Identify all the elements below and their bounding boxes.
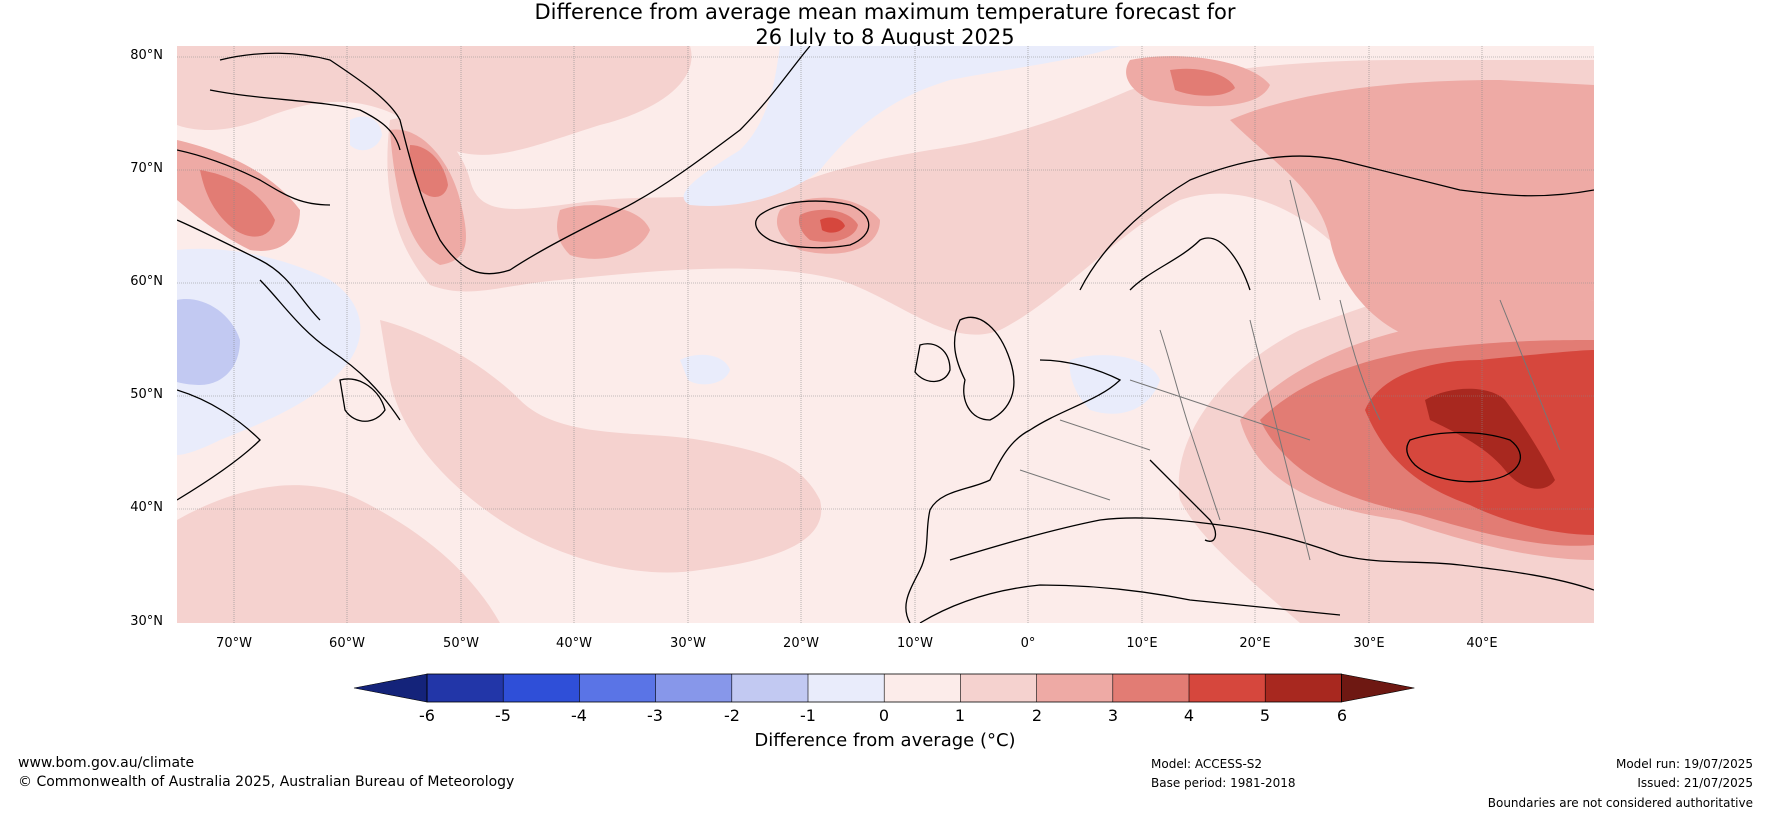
lat-label-70n: 70°N [130, 161, 163, 176]
coastline-western-europe [905, 359, 1122, 623]
anomaly-zone-2-3-greenland-southwest [557, 205, 650, 259]
colorbar-segment [427, 674, 504, 702]
colorbar-segment [1265, 674, 1342, 702]
colorbar-tick-6: 6 [1336, 706, 1348, 725]
colorbar-tick-1: 1 [954, 706, 966, 725]
colorbar-segment [655, 674, 733, 702]
colorbar-segment [1189, 674, 1266, 702]
coastline-italy [1149, 459, 1217, 542]
colorbar-tick-neg1: -1 [800, 706, 816, 725]
footer-model-run: Model run: 19/07/2025 [1615, 757, 1753, 771]
colorbar-tick-4: 4 [1183, 706, 1195, 725]
footer-model: Model: ACCESS-S2 [1151, 757, 1263, 771]
lon-label-60w: 60°W [329, 636, 365, 651]
coastlines [177, 46, 1594, 623]
map-title: Difference from average mean maximum tem… [0, 0, 1770, 50]
anomaly-zone-0-neg1-mid-atlantic [680, 354, 730, 385]
title-line-1: Difference from average mean maximum tem… [534, 0, 1236, 24]
anomaly-zone-2-3-greenland-east-coast [390, 129, 466, 265]
lon-label-20w: 20°W [783, 636, 819, 651]
coastline-labrador [177, 279, 401, 501]
lon-label-70w: 70°W [216, 636, 252, 651]
coastline-newfoundland [339, 378, 386, 422]
colorbar-tick-neg6: -6 [419, 706, 435, 725]
colorbar-segment [503, 674, 580, 702]
lon-label-30e: 30°E [1353, 636, 1385, 651]
lat-label-50n: 50°N [130, 387, 163, 402]
colorbar-label: Difference from average (°C) [754, 730, 1016, 751]
colorbar-tick-neg4: -4 [571, 706, 587, 725]
anomaly-zone-0-neg1-greenland-sea [683, 46, 1120, 206]
footer-disclaimer: Boundaries are not considered authoritat… [1487, 796, 1753, 810]
colorbar-segment [960, 674, 1038, 702]
coastline-black-sea [1406, 431, 1522, 483]
lon-label-50w: 50°W [443, 636, 479, 651]
anomaly-zone-1-2-atlantic [380, 320, 822, 573]
anomaly-zone-2-3-northeast [1230, 80, 1594, 340]
colorbar-segment [1112, 674, 1190, 702]
coastline-greenland-north [209, 89, 401, 151]
anomaly-zone-4-5-iceland [820, 217, 845, 233]
colorbar-tick-0: 0 [878, 706, 890, 725]
anomaly-zone-1-2-arctic [177, 46, 692, 155]
anomaly-zone-5-6-black-sea [1425, 388, 1555, 489]
footer-url: www.bom.gov.au/climate [18, 755, 195, 771]
temperature-anomaly-field [177, 46, 1594, 623]
lon-label-20e: 20°E [1239, 636, 1271, 651]
colorbar-segment [1036, 674, 1114, 702]
colorbar [353, 673, 1415, 703]
footer-base-period: Base period: 1981-2018 [1151, 776, 1296, 790]
colorbar-tick-neg3: -3 [647, 706, 663, 725]
lon-label-40e: 40°E [1466, 636, 1498, 651]
colorbar-tick-neg5: -5 [495, 706, 511, 725]
colorbar-extend-high [1341, 673, 1415, 703]
title-line-2: 26 July to 8 August 2025 [755, 25, 1015, 49]
lat-label-60n: 60°N [130, 274, 163, 289]
colorbar-tick-5: 5 [1259, 706, 1271, 725]
anomaly-zone-1-2-southwest [177, 485, 500, 623]
colorbar-segment [884, 674, 961, 702]
lat-label-80n: 80°N [130, 48, 163, 63]
colorbar-tick-2: 2 [1031, 706, 1043, 725]
footer-copyright: © Commonwealth of Australia 2025, Austra… [18, 774, 515, 790]
lat-label-40n: 40°N [130, 500, 163, 515]
anomaly-zone-0-neg1-labrador [177, 248, 361, 455]
lat-label-30n: 30°N [130, 614, 163, 629]
anomaly-zone-3-4-greenland-east [409, 145, 448, 197]
anomaly-zone-3-4-baffin [200, 170, 275, 237]
lon-label-40w: 40°W [556, 636, 592, 651]
lon-label-30w: 30°W [670, 636, 706, 651]
colorbar-extend-low [353, 673, 428, 703]
coastline-britain [914, 316, 1015, 421]
lon-label-0: 0° [1020, 636, 1036, 651]
colorbar-frame [426, 673, 1342, 703]
lon-label-10e: 10°E [1126, 636, 1158, 651]
footer-issued: Issued: 21/07/2025 [1637, 776, 1753, 790]
colorbar-segment [731, 674, 809, 702]
coastline-scandinavia [1079, 155, 1594, 291]
coastline-mediterranean [949, 517, 1594, 591]
coastline-iceland [755, 200, 870, 249]
coastline-baffin [177, 149, 331, 321]
coastline-north-africa [919, 584, 1341, 623]
colorbar-tick-3: 3 [1107, 706, 1119, 725]
anomaly-zone-0-neg1-baffin-island [350, 116, 382, 151]
colorbar-segment [808, 674, 885, 702]
colorbar-segment [579, 674, 657, 702]
coastline-greenland [219, 46, 811, 275]
colorbar-tick-neg2: -2 [724, 706, 740, 725]
anomaly-zone-3-4-svalbard [1170, 68, 1235, 96]
lon-label-10w: 10°W [897, 636, 933, 651]
anomaly-zone-neg1-neg2-labrador [177, 299, 240, 385]
borders [1019, 179, 1561, 561]
